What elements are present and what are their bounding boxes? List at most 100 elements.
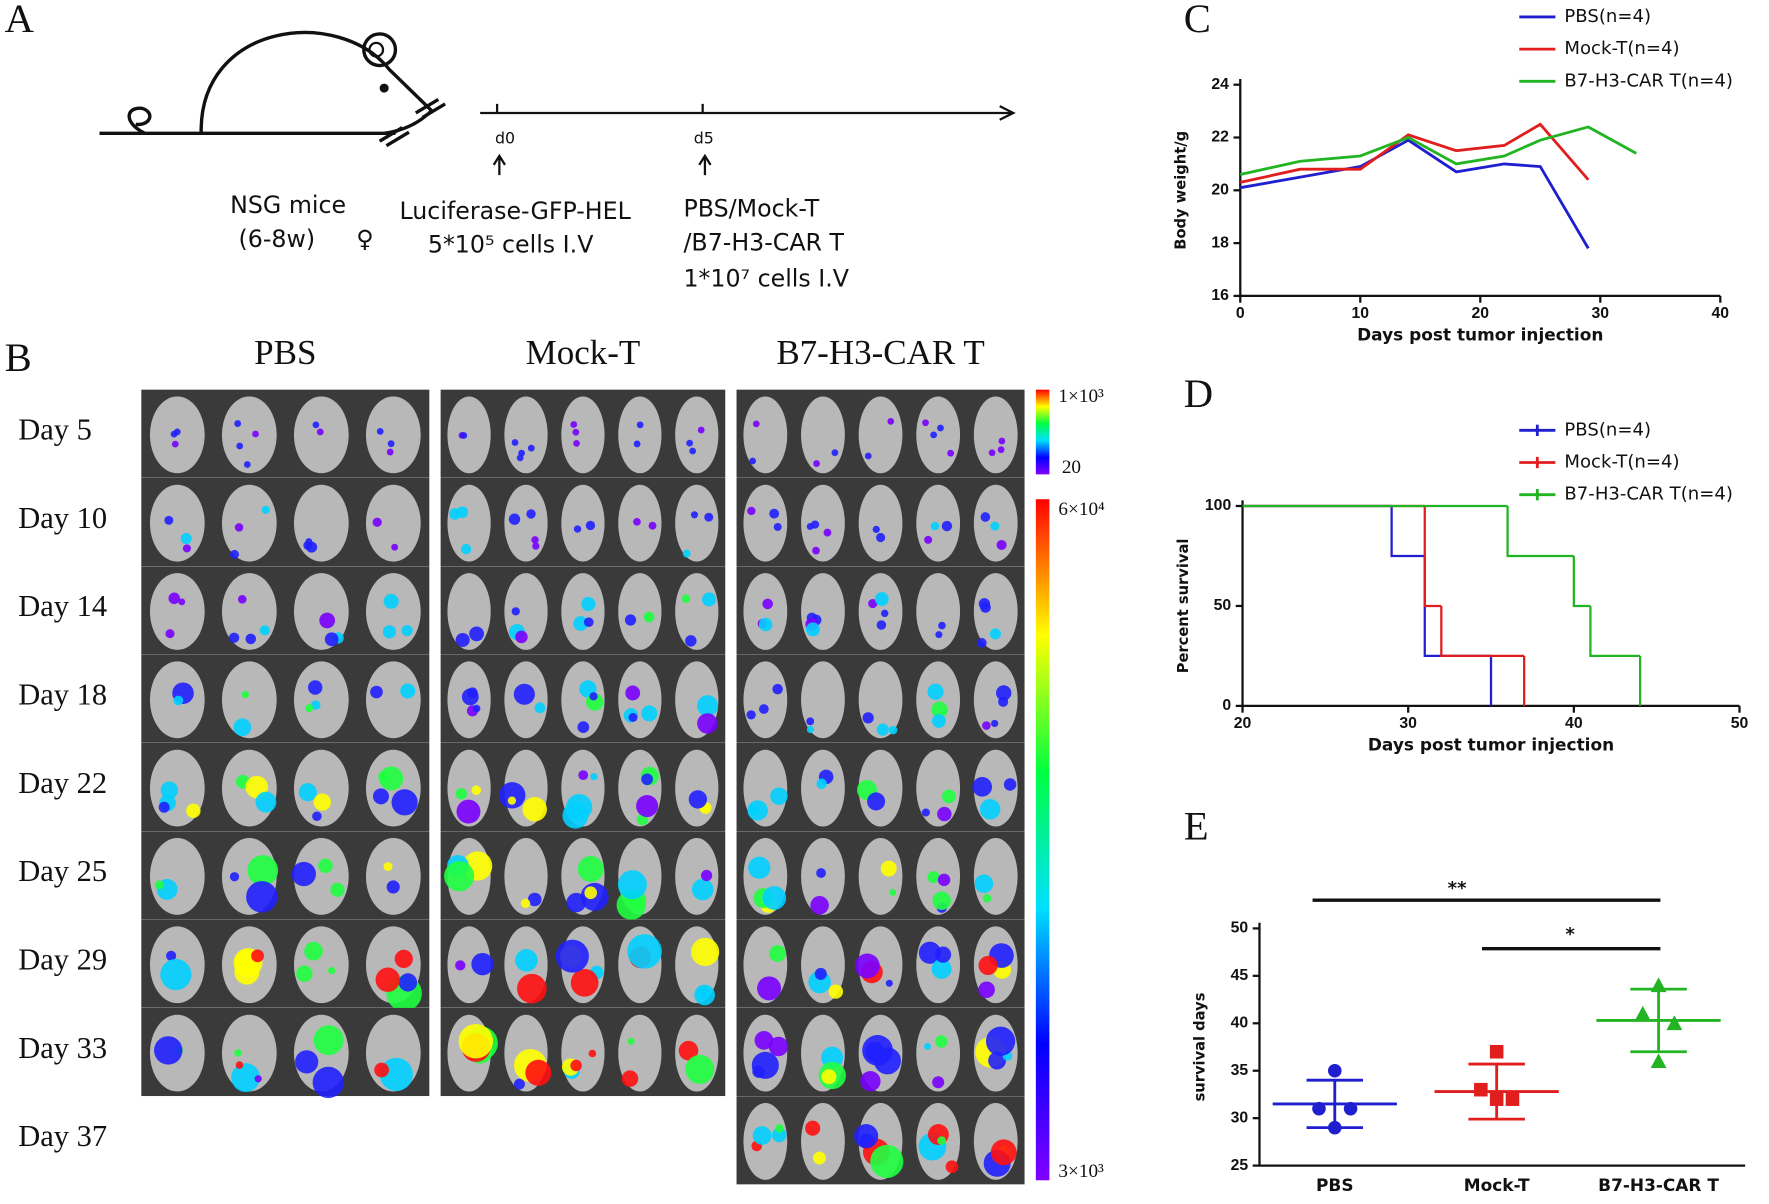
scale-label: 20 bbox=[1062, 457, 1081, 478]
mouse-image bbox=[365, 396, 421, 474]
y-tick-label: 50 bbox=[1214, 597, 1232, 614]
significance: * bbox=[1565, 924, 1575, 945]
signal bbox=[295, 1050, 319, 1074]
signal bbox=[234, 420, 242, 427]
signal bbox=[555, 939, 589, 973]
signal bbox=[627, 934, 662, 969]
signal bbox=[988, 449, 996, 457]
signal bbox=[254, 1075, 262, 1083]
signal bbox=[456, 506, 469, 519]
signal bbox=[633, 440, 641, 448]
mouse-image bbox=[365, 484, 421, 562]
survival-step bbox=[1390, 505, 1425, 558]
signal bbox=[682, 549, 691, 558]
survival-step bbox=[1440, 605, 1525, 658]
signal bbox=[243, 461, 251, 468]
panel-label: E bbox=[1184, 803, 1209, 848]
signal bbox=[980, 512, 991, 522]
signal bbox=[1003, 778, 1017, 791]
signal bbox=[876, 532, 886, 543]
signal bbox=[382, 625, 397, 639]
day-label: Day 37 bbox=[18, 1119, 107, 1153]
signal bbox=[979, 799, 1001, 820]
mouse-image bbox=[221, 484, 277, 562]
signal bbox=[931, 701, 948, 718]
signal bbox=[374, 1062, 390, 1078]
signal bbox=[862, 712, 874, 724]
signal bbox=[401, 624, 413, 637]
signal bbox=[158, 801, 170, 813]
signal bbox=[230, 549, 240, 559]
x-axis-label: Days post tumor injection bbox=[1368, 734, 1614, 754]
mouse-sex: ♀ bbox=[356, 225, 373, 253]
signal bbox=[972, 777, 993, 797]
tumor: Luciferase-GFP-HEL bbox=[400, 197, 632, 225]
signal bbox=[694, 984, 715, 1006]
signal bbox=[578, 770, 589, 781]
signal bbox=[935, 1035, 948, 1048]
signal bbox=[821, 1069, 837, 1085]
mouse-image bbox=[365, 573, 421, 650]
panel-label: D bbox=[1184, 371, 1213, 416]
signal bbox=[160, 781, 179, 799]
mouse-eye bbox=[379, 83, 389, 93]
mouse-image bbox=[149, 484, 205, 562]
mouse-image bbox=[221, 396, 277, 474]
signal bbox=[255, 791, 277, 813]
signal bbox=[171, 440, 179, 448]
mouse-image bbox=[675, 484, 719, 562]
signal bbox=[160, 958, 192, 991]
signal bbox=[816, 868, 826, 878]
mouse-image bbox=[293, 573, 349, 650]
signal bbox=[762, 886, 787, 910]
mouse-ear bbox=[362, 32, 398, 68]
survival-step bbox=[1506, 505, 1574, 558]
signal bbox=[937, 873, 951, 887]
point bbox=[1489, 1044, 1504, 1059]
signal bbox=[885, 979, 893, 987]
mouse-image bbox=[743, 661, 788, 739]
signal bbox=[627, 1037, 635, 1045]
signal bbox=[370, 685, 383, 699]
signal bbox=[522, 797, 547, 822]
signal bbox=[990, 1139, 1017, 1166]
signal bbox=[749, 457, 757, 465]
x-axis-label: Days post tumor injection bbox=[1357, 324, 1603, 344]
legend-label: Mock-T(n=4) bbox=[1564, 38, 1679, 59]
signal bbox=[234, 523, 244, 532]
signal bbox=[306, 541, 318, 553]
scale-label: 1×10³ bbox=[1058, 386, 1104, 407]
mouse-image bbox=[561, 573, 605, 650]
legend-label: Mock-T(n=4) bbox=[1564, 452, 1679, 473]
signal bbox=[154, 880, 164, 890]
signal bbox=[261, 505, 270, 514]
signal bbox=[758, 617, 773, 632]
signal bbox=[624, 614, 637, 626]
signal bbox=[456, 799, 481, 824]
mouse-image bbox=[149, 573, 205, 650]
signal bbox=[887, 417, 895, 425]
signal bbox=[932, 1076, 945, 1089]
signal bbox=[621, 1070, 639, 1087]
signal bbox=[812, 546, 820, 555]
group-label: B7-H3-CAR T bbox=[776, 333, 984, 372]
mouse-image bbox=[447, 396, 491, 474]
signal bbox=[387, 440, 395, 448]
signal bbox=[770, 787, 788, 805]
signal bbox=[762, 598, 773, 610]
panel-label: C bbox=[1184, 0, 1211, 41]
signal bbox=[252, 430, 259, 438]
mouse-image bbox=[447, 926, 491, 1004]
x-tick-label: 40 bbox=[1712, 305, 1730, 322]
mouse-image bbox=[743, 573, 788, 650]
signal bbox=[330, 882, 345, 897]
signal bbox=[383, 862, 393, 872]
line bbox=[1240, 138, 1590, 250]
signal bbox=[937, 1136, 947, 1145]
signal bbox=[688, 790, 708, 809]
mouse-image bbox=[801, 396, 845, 474]
signal bbox=[930, 521, 940, 531]
signal bbox=[636, 421, 644, 429]
signal bbox=[515, 949, 538, 972]
signal bbox=[391, 789, 418, 816]
